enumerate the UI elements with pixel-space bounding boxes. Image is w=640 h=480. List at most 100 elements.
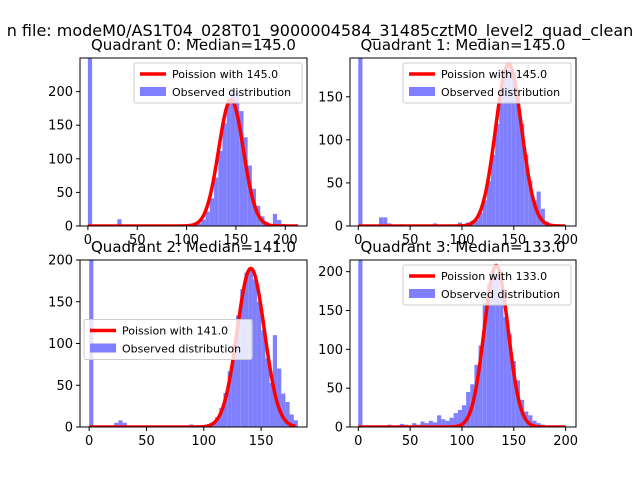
quadrant-2-hist-bar: [281, 393, 286, 427]
quadrant-1-hist-bar: [511, 72, 516, 226]
quadrant-2-ytick-label: 50: [56, 379, 73, 394]
quadrant-2-hist-bar: [273, 401, 278, 427]
quadrant-2-xtick-label: 100: [191, 434, 216, 449]
quadrant-2-hist-bar: [219, 407, 224, 427]
quadrant-0-legend: Poission with 145.0 Observed distribution: [133, 62, 303, 104]
quadrant-0-hist-bar: [226, 99, 231, 226]
quadrant-1-hist-bar: [482, 200, 487, 226]
quadrant-3-hist-bar: [503, 317, 508, 427]
quadrant-3-legend: Poission with 133.0 Observed distribution: [402, 264, 572, 306]
quadrant-2-hist-bar: [289, 414, 294, 427]
quadrant-0-axes: 0 50 100 150 200 0 50 100 150 200 Quadrant 0: Medi…: [48, 36, 308, 248]
quadrant-1-hist-bar: [383, 217, 388, 226]
quadrant-1-ytick-label: 100: [318, 133, 343, 148]
quadrant-0-xtick-label: 200: [273, 233, 298, 248]
quadrant-1-hist-bar: [478, 212, 483, 226]
quadrant-1-hist-bar: [486, 180, 491, 226]
quadrant-1-xtick-label: 200: [553, 233, 578, 248]
quadrant-0-hist-bar: [218, 150, 223, 226]
quadrant-3-hist-bar: [466, 392, 471, 427]
quadrant-0-hist-bar: [243, 137, 248, 226]
quadrant-0-hist-bar: [209, 198, 214, 226]
quadrant-1-ytick-label: 50: [326, 176, 343, 191]
quadrant-2-hist-bar: [265, 358, 270, 427]
quadrant-0-xtick-label: 0: [84, 233, 92, 248]
quadrant-2-legend-curve-label: Poission with 141.0: [122, 325, 228, 338]
quadrant-2-hist-bar: [261, 330, 266, 427]
quadrant-0-ytick-label: 150: [48, 119, 73, 134]
quadrant-2-hist-bar: [269, 383, 274, 427]
quadrant-3-xtick-label: 200: [553, 434, 578, 449]
quadrant-0-legend-hist-label: Observed distribution: [172, 86, 291, 99]
quadrant-0-ytick-label: 0: [65, 220, 73, 235]
quadrant-0-legend-curve-label: Poission with 145.0: [172, 68, 278, 81]
quadrant-3-hist-bar: [511, 360, 516, 427]
quadrant-2-axes: 0 50 100 150 0 50 100 150 200 Quadrant 2: Median=…: [48, 238, 308, 449]
quadrant-3-xtick-label: 50: [402, 434, 419, 449]
quadrant-3-hist-bar: [428, 420, 433, 427]
quadrant-3-hist-bar: [457, 409, 462, 427]
quadrant-1-legend-hist-label: Observed distribution: [441, 86, 560, 99]
quadrant-3-hist-bar: [495, 273, 500, 427]
quadrant-0-hist-bar: [222, 123, 227, 226]
quadrant-3-frame: [349, 259, 577, 428]
quadrant-2-legend-hist-swatch: [90, 343, 116, 353]
quadrant-0-plot-area: [87, 58, 299, 226]
quadrant-2-legend: Poission with 141.0 Observed distribution: [83, 319, 253, 360]
quadrant-2-legend-hist-label: Observed distribution: [122, 343, 241, 356]
quadrant-0-hist-bar: [205, 211, 210, 226]
quadrant-3-poisson-curve: [357, 263, 567, 427]
quadrant-2-hist-bar: [114, 422, 119, 427]
quadrant-2-hist-bar: [257, 301, 262, 427]
quadrant-3-xtick-label: 150: [501, 434, 526, 449]
quadrant-3-hist-bar: [482, 302, 487, 427]
quadrant-1-xtick-label: 50: [402, 233, 419, 248]
quadrant-0-ytick-label: 100: [48, 152, 73, 167]
quadrant-3-hist-bar: [490, 273, 496, 427]
quadrant-3-hist-bar: [499, 279, 504, 427]
quadrant-3-hist-bar: [358, 260, 363, 427]
quadrant-0-hist-bar: [247, 165, 252, 226]
quadrant-3-hist-bar: [437, 415, 442, 427]
quadrant-0-hist-bar: [197, 223, 202, 226]
quadrant-1-hist-bar: [532, 200, 537, 226]
quadrant-0-title: Quadrant 0: Median=145.0: [91, 36, 296, 54]
quadrant-1-hist-bar: [358, 58, 363, 226]
quadrant-3-hist-bar: [532, 420, 537, 427]
quadrant-0-poisson-curve: [87, 97, 299, 226]
quadrant-3-hist-bar: [474, 364, 479, 427]
quadrant-0-hist-bar: [214, 177, 219, 226]
quadrant-0-xtick-label: 100: [174, 233, 199, 248]
quadrant-3-hist-bar: [449, 417, 454, 427]
quadrant-2-hist-bar: [282, 420, 287, 427]
quadrant-0-hist-bar: [272, 213, 278, 226]
quadrant-2-hist-bar: [227, 371, 232, 427]
quadrant-3-hist-bar: [461, 405, 467, 427]
quadrant-1-axes: 0 50 100 150 200 0 50 100 150 Quadrant 1: Median=…: [318, 36, 578, 248]
quadrant-3-hist-bar: [528, 415, 533, 427]
quadrant-2-ytick-label: 200: [48, 254, 73, 269]
quadrant-2-title: Quadrant 2: Median=141.0: [91, 238, 296, 256]
quadrant-1-title: Quadrant 1: Median=145.0: [361, 36, 566, 54]
quadrant-3-axes: 0 50 100 150 200 0 50 100 150 200 Quadrant 3: Medi…: [318, 238, 578, 449]
quadrant-3-hist-bar: [507, 333, 512, 427]
quadrant-2-xtick-label: 150: [249, 434, 274, 449]
quadrant-0-ytick-label: 200: [48, 85, 73, 100]
quadrant-2-hist-bar: [236, 315, 241, 427]
quadrant-3-hist-bar: [486, 283, 491, 427]
quadrant-0-legend-box: [133, 62, 303, 104]
quadrant-3-xtick-label: 0: [354, 434, 362, 449]
quadrant-2-xtick-label: 50: [138, 434, 155, 449]
quadrant-3-hist-bar: [424, 423, 429, 427]
quadrant-3-legend-box: [402, 264, 572, 306]
quadrant-2-hist-bar: [223, 393, 228, 427]
quadrant-1-hist-bar: [499, 94, 504, 226]
quadrant-3-hist-bar: [412, 423, 417, 427]
quadrant-2-hist-bar: [285, 401, 290, 427]
quadrant-1-legend-curve-label: Poission with 145.0: [441, 68, 547, 81]
quadrant-0-frame: [79, 57, 308, 227]
quadrant-0-hist-bar: [277, 219, 282, 226]
quadrant-1-hist-bar: [524, 154, 529, 226]
quadrant-2-hist-bar: [277, 368, 282, 427]
